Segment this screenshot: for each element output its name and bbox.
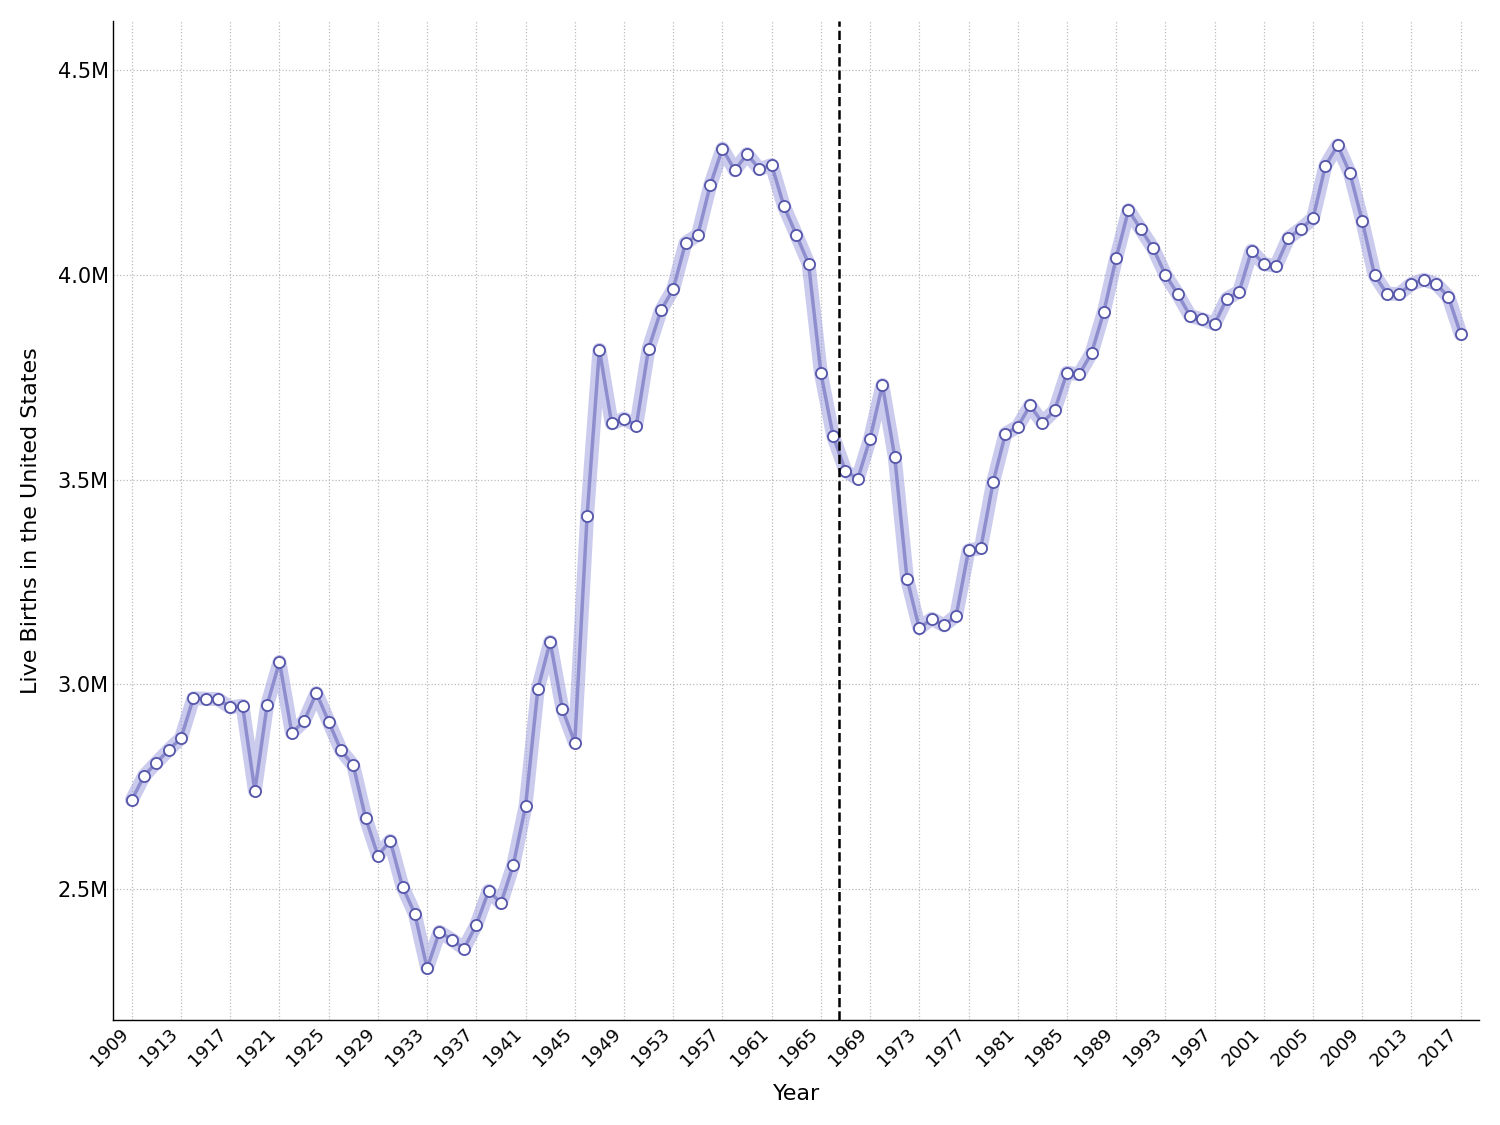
- Y-axis label: Live Births in the United States: Live Births in the United States: [21, 348, 40, 694]
- X-axis label: Year: Year: [772, 1084, 820, 1104]
